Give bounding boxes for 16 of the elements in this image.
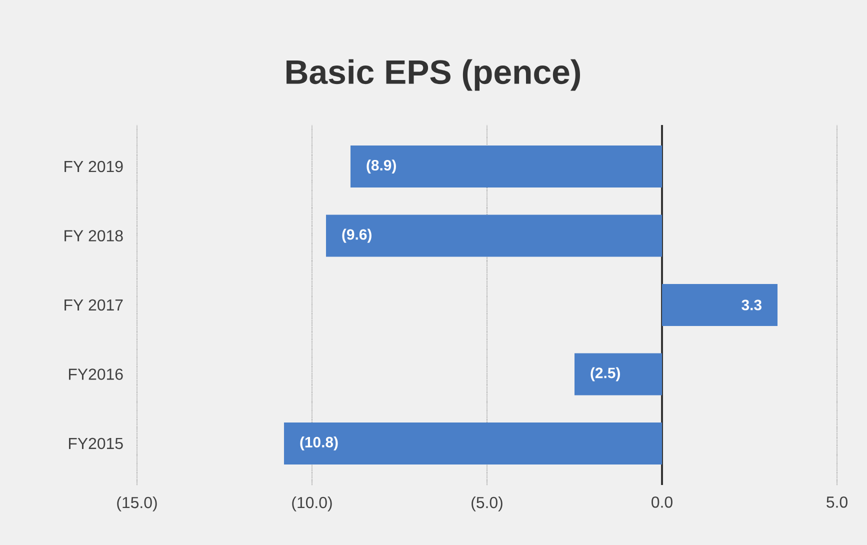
y-tick-label: FY 2019 <box>64 160 123 172</box>
data-label: (10.8) <box>300 436 338 450</box>
x-tick-label: (15.0) <box>117 496 157 512</box>
y-tick-label: FY 2017 <box>64 299 123 311</box>
x-tick-label: 0.0 <box>652 496 672 508</box>
y-tick-label: FY2016 <box>69 368 123 380</box>
chart-title: Basic EPS (pence) <box>286 59 580 91</box>
data-label: 3.3 <box>742 300 762 310</box>
x-tick-label: 5.0 <box>826 496 848 508</box>
data-label: (8.9) <box>366 160 396 174</box>
x-tick-label: (5.0) <box>472 496 502 512</box>
y-tick-label: FY2015 <box>69 438 123 450</box>
y-tick-label: FY 2018 <box>64 230 123 242</box>
x-tick-label: (10.0) <box>292 496 332 512</box>
data-label: (2.5) <box>590 367 620 382</box>
data-label: (9.6) <box>342 228 372 243</box>
